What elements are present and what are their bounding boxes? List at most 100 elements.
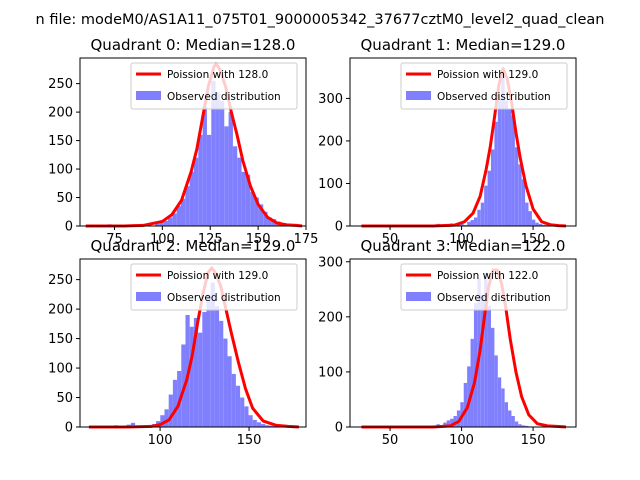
legend-poisson-label: Poission with 129.0 xyxy=(437,69,538,81)
histogram-bar xyxy=(263,211,268,226)
x-tick-label: 175 xyxy=(294,232,319,247)
y-tick-label: 300 xyxy=(318,92,343,107)
histogram-bar xyxy=(163,220,168,226)
histogram-bar xyxy=(525,202,529,226)
histogram-bar xyxy=(168,394,173,427)
legend-box xyxy=(130,62,298,110)
axes-frame xyxy=(79,258,307,428)
subplot-quadrant-3: 50 100 150 0 100 200 300 Quadrant 3: Median=122… xyxy=(318,237,577,448)
histogram-bar xyxy=(159,222,164,226)
legend-observed-swatch xyxy=(136,292,161,301)
legend: Poission with 128.0 Observed distribution xyxy=(130,62,298,110)
histogram-bar xyxy=(215,92,220,226)
histogram-bar xyxy=(167,217,173,226)
subplot-grid: 75 100 125 150 175 0 50 100 150 200 250 Quadrant 0:… xyxy=(48,36,577,448)
subplot-title: Quadrant 0: Median=128.0 xyxy=(91,36,296,54)
subplot-title: Quadrant 1: Median=129.0 xyxy=(361,36,566,54)
legend-observed-label: Observed distribution xyxy=(167,91,281,103)
y-tick-label: 50 xyxy=(56,191,73,206)
histogram-bar xyxy=(514,147,519,226)
y-tick-label: 200 xyxy=(48,106,73,121)
histogram-bar xyxy=(487,305,491,427)
histogram-bar xyxy=(456,224,461,226)
histogram-bar xyxy=(542,224,546,226)
histogram-bar xyxy=(228,112,233,226)
histogram-bar xyxy=(250,191,255,226)
histogram-bar xyxy=(446,420,451,427)
histogram-bar xyxy=(504,100,509,226)
histogram-bar xyxy=(467,366,471,427)
histogram-bar xyxy=(531,219,536,226)
x-tick-label: 100 xyxy=(449,433,474,448)
legend-observed-label: Observed distribution xyxy=(437,91,551,103)
y-tick-label: 100 xyxy=(318,365,343,380)
histogram-bar xyxy=(198,134,203,226)
y-tick-label: 200 xyxy=(48,303,73,318)
histogram-bar xyxy=(470,220,474,226)
histogram-bar xyxy=(473,303,478,427)
histogram-bar xyxy=(180,198,186,226)
histogram-bar xyxy=(453,415,457,427)
histogram-bar xyxy=(487,170,491,226)
y-tick-label: 0 xyxy=(65,421,73,436)
histogram-bar xyxy=(254,197,259,226)
histogram-bar xyxy=(237,157,242,226)
histogram-bar xyxy=(508,410,512,427)
histogram-bar xyxy=(518,424,522,427)
histogram-bar xyxy=(501,388,505,427)
histogram-bar xyxy=(176,206,181,226)
y-tick-label: 50 xyxy=(56,391,73,406)
histogram-bar xyxy=(494,121,498,226)
histogram-bar xyxy=(525,425,529,427)
legend-box xyxy=(400,62,568,110)
histogram-bar xyxy=(521,179,526,226)
x-tick-label: 100 xyxy=(449,232,474,247)
subplot-title: Quadrant 2: Median=129.0 xyxy=(91,237,296,255)
legend-observed-label: Observed distribution xyxy=(437,292,551,304)
histogram-bar xyxy=(252,419,257,427)
y-tick-label: 100 xyxy=(48,362,73,377)
subplot-quadrant-0: 75 100 125 150 175 0 50 100 150 200 250 Quadrant 0:… xyxy=(48,36,318,247)
figure-suptitle: n file: modeM0/AS1A11_075T01_9000005342_… xyxy=(36,12,605,28)
histogram-bar xyxy=(223,338,228,427)
histogram-bar xyxy=(185,186,190,226)
histogram-bar xyxy=(497,98,502,226)
x-tick-label: 100 xyxy=(150,232,175,247)
histogram-bar xyxy=(480,202,485,226)
histogram-bar xyxy=(261,424,266,427)
x-tick-label: 150 xyxy=(246,232,271,247)
histogram-bar xyxy=(518,164,522,226)
histogram-bar xyxy=(172,379,178,427)
histogram-bar xyxy=(245,174,251,226)
histogram-bar xyxy=(210,282,215,427)
y-tick-label: 150 xyxy=(48,332,73,347)
histogram-bar xyxy=(232,146,238,226)
histogram-bar xyxy=(508,109,512,226)
histogram-bar xyxy=(155,223,160,226)
x-tick-label: 150 xyxy=(521,433,546,448)
histogram-bar xyxy=(164,409,169,427)
histogram-bar xyxy=(193,157,199,226)
histogram-bar xyxy=(219,320,224,427)
legend-poisson-label: Poission with 128.0 xyxy=(167,69,268,81)
histogram-bar xyxy=(189,171,194,226)
axes-frame xyxy=(79,57,307,227)
histogram-bar xyxy=(490,327,495,427)
histogram-bar xyxy=(235,385,241,427)
y-tick-label: 100 xyxy=(48,163,73,178)
histogram-bar xyxy=(227,356,232,427)
histogram-bar xyxy=(494,355,498,427)
histogram-bar xyxy=(480,294,485,427)
histogram-bar xyxy=(535,222,539,226)
histogram-bar xyxy=(490,149,495,226)
histogram-bar xyxy=(511,115,515,226)
histogram-bar xyxy=(224,126,229,226)
histogram-bar xyxy=(198,332,203,427)
histogram-bar xyxy=(521,425,526,427)
histogram-bar xyxy=(463,382,468,427)
histogram-bar xyxy=(467,221,471,226)
subplot-quadrant-1: 50 100 150 0 100 200 300 Quadrant 1: Median=129… xyxy=(318,36,577,247)
legend: Poission with 129.0 Observed distribution xyxy=(130,263,298,311)
legend-poisson-label: Poission with 129.0 xyxy=(167,270,268,282)
